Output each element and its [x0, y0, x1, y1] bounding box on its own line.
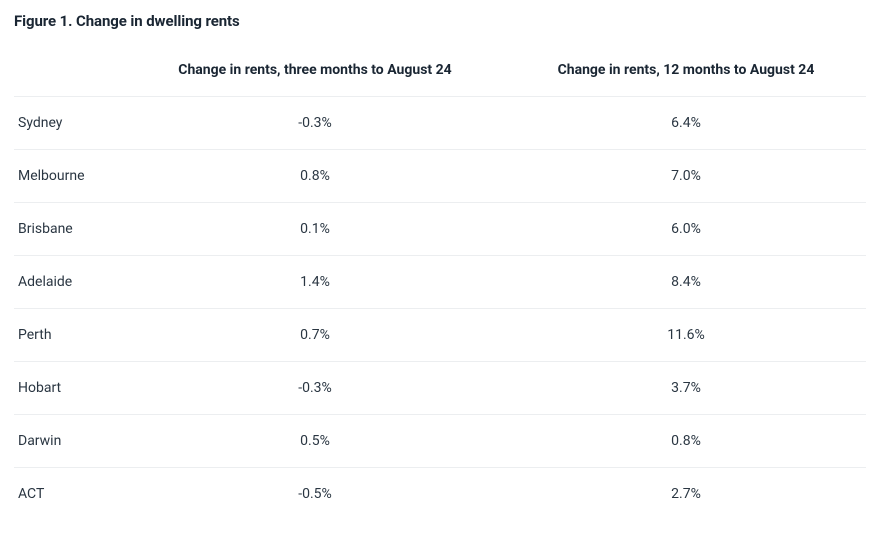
- table-header-12month: Change in rents, 12 months to August 24: [506, 52, 866, 97]
- value-cell-12m: 7.0%: [506, 150, 866, 203]
- table-row: ACT -0.5% 2.7%: [14, 468, 866, 521]
- value-cell-3m: -0.3%: [124, 97, 506, 150]
- value-cell-12m: 6.4%: [506, 97, 866, 150]
- city-cell: Brisbane: [14, 203, 124, 256]
- rent-change-table: Change in rents, three months to August …: [14, 52, 866, 520]
- value-cell-12m: 8.4%: [506, 256, 866, 309]
- value-cell-12m: 0.8%: [506, 415, 866, 468]
- city-cell: Darwin: [14, 415, 124, 468]
- table-header-empty: [14, 52, 124, 97]
- figure-title: Figure 1. Change in dwelling rents: [14, 12, 866, 30]
- value-cell-12m: 6.0%: [506, 203, 866, 256]
- table-row: Brisbane 0.1% 6.0%: [14, 203, 866, 256]
- table-row: Adelaide 1.4% 8.4%: [14, 256, 866, 309]
- city-cell: Adelaide: [14, 256, 124, 309]
- value-cell-12m: 3.7%: [506, 362, 866, 415]
- city-cell: Hobart: [14, 362, 124, 415]
- table-row: Sydney -0.3% 6.4%: [14, 97, 866, 150]
- value-cell-3m: 0.5%: [124, 415, 506, 468]
- value-cell-3m: -0.5%: [124, 468, 506, 521]
- value-cell-3m: -0.3%: [124, 362, 506, 415]
- value-cell-12m: 11.6%: [506, 309, 866, 362]
- city-cell: ACT: [14, 468, 124, 521]
- table-row: Perth 0.7% 11.6%: [14, 309, 866, 362]
- table-row: Melbourne 0.8% 7.0%: [14, 150, 866, 203]
- table-row: Hobart -0.3% 3.7%: [14, 362, 866, 415]
- table-header-row: Change in rents, three months to August …: [14, 52, 866, 97]
- value-cell-12m: 2.7%: [506, 468, 866, 521]
- city-cell: Perth: [14, 309, 124, 362]
- table-header-3month: Change in rents, three months to August …: [124, 52, 506, 97]
- value-cell-3m: 0.8%: [124, 150, 506, 203]
- city-cell: Sydney: [14, 97, 124, 150]
- table-row: Darwin 0.5% 0.8%: [14, 415, 866, 468]
- value-cell-3m: 0.7%: [124, 309, 506, 362]
- city-cell: Melbourne: [14, 150, 124, 203]
- value-cell-3m: 0.1%: [124, 203, 506, 256]
- value-cell-3m: 1.4%: [124, 256, 506, 309]
